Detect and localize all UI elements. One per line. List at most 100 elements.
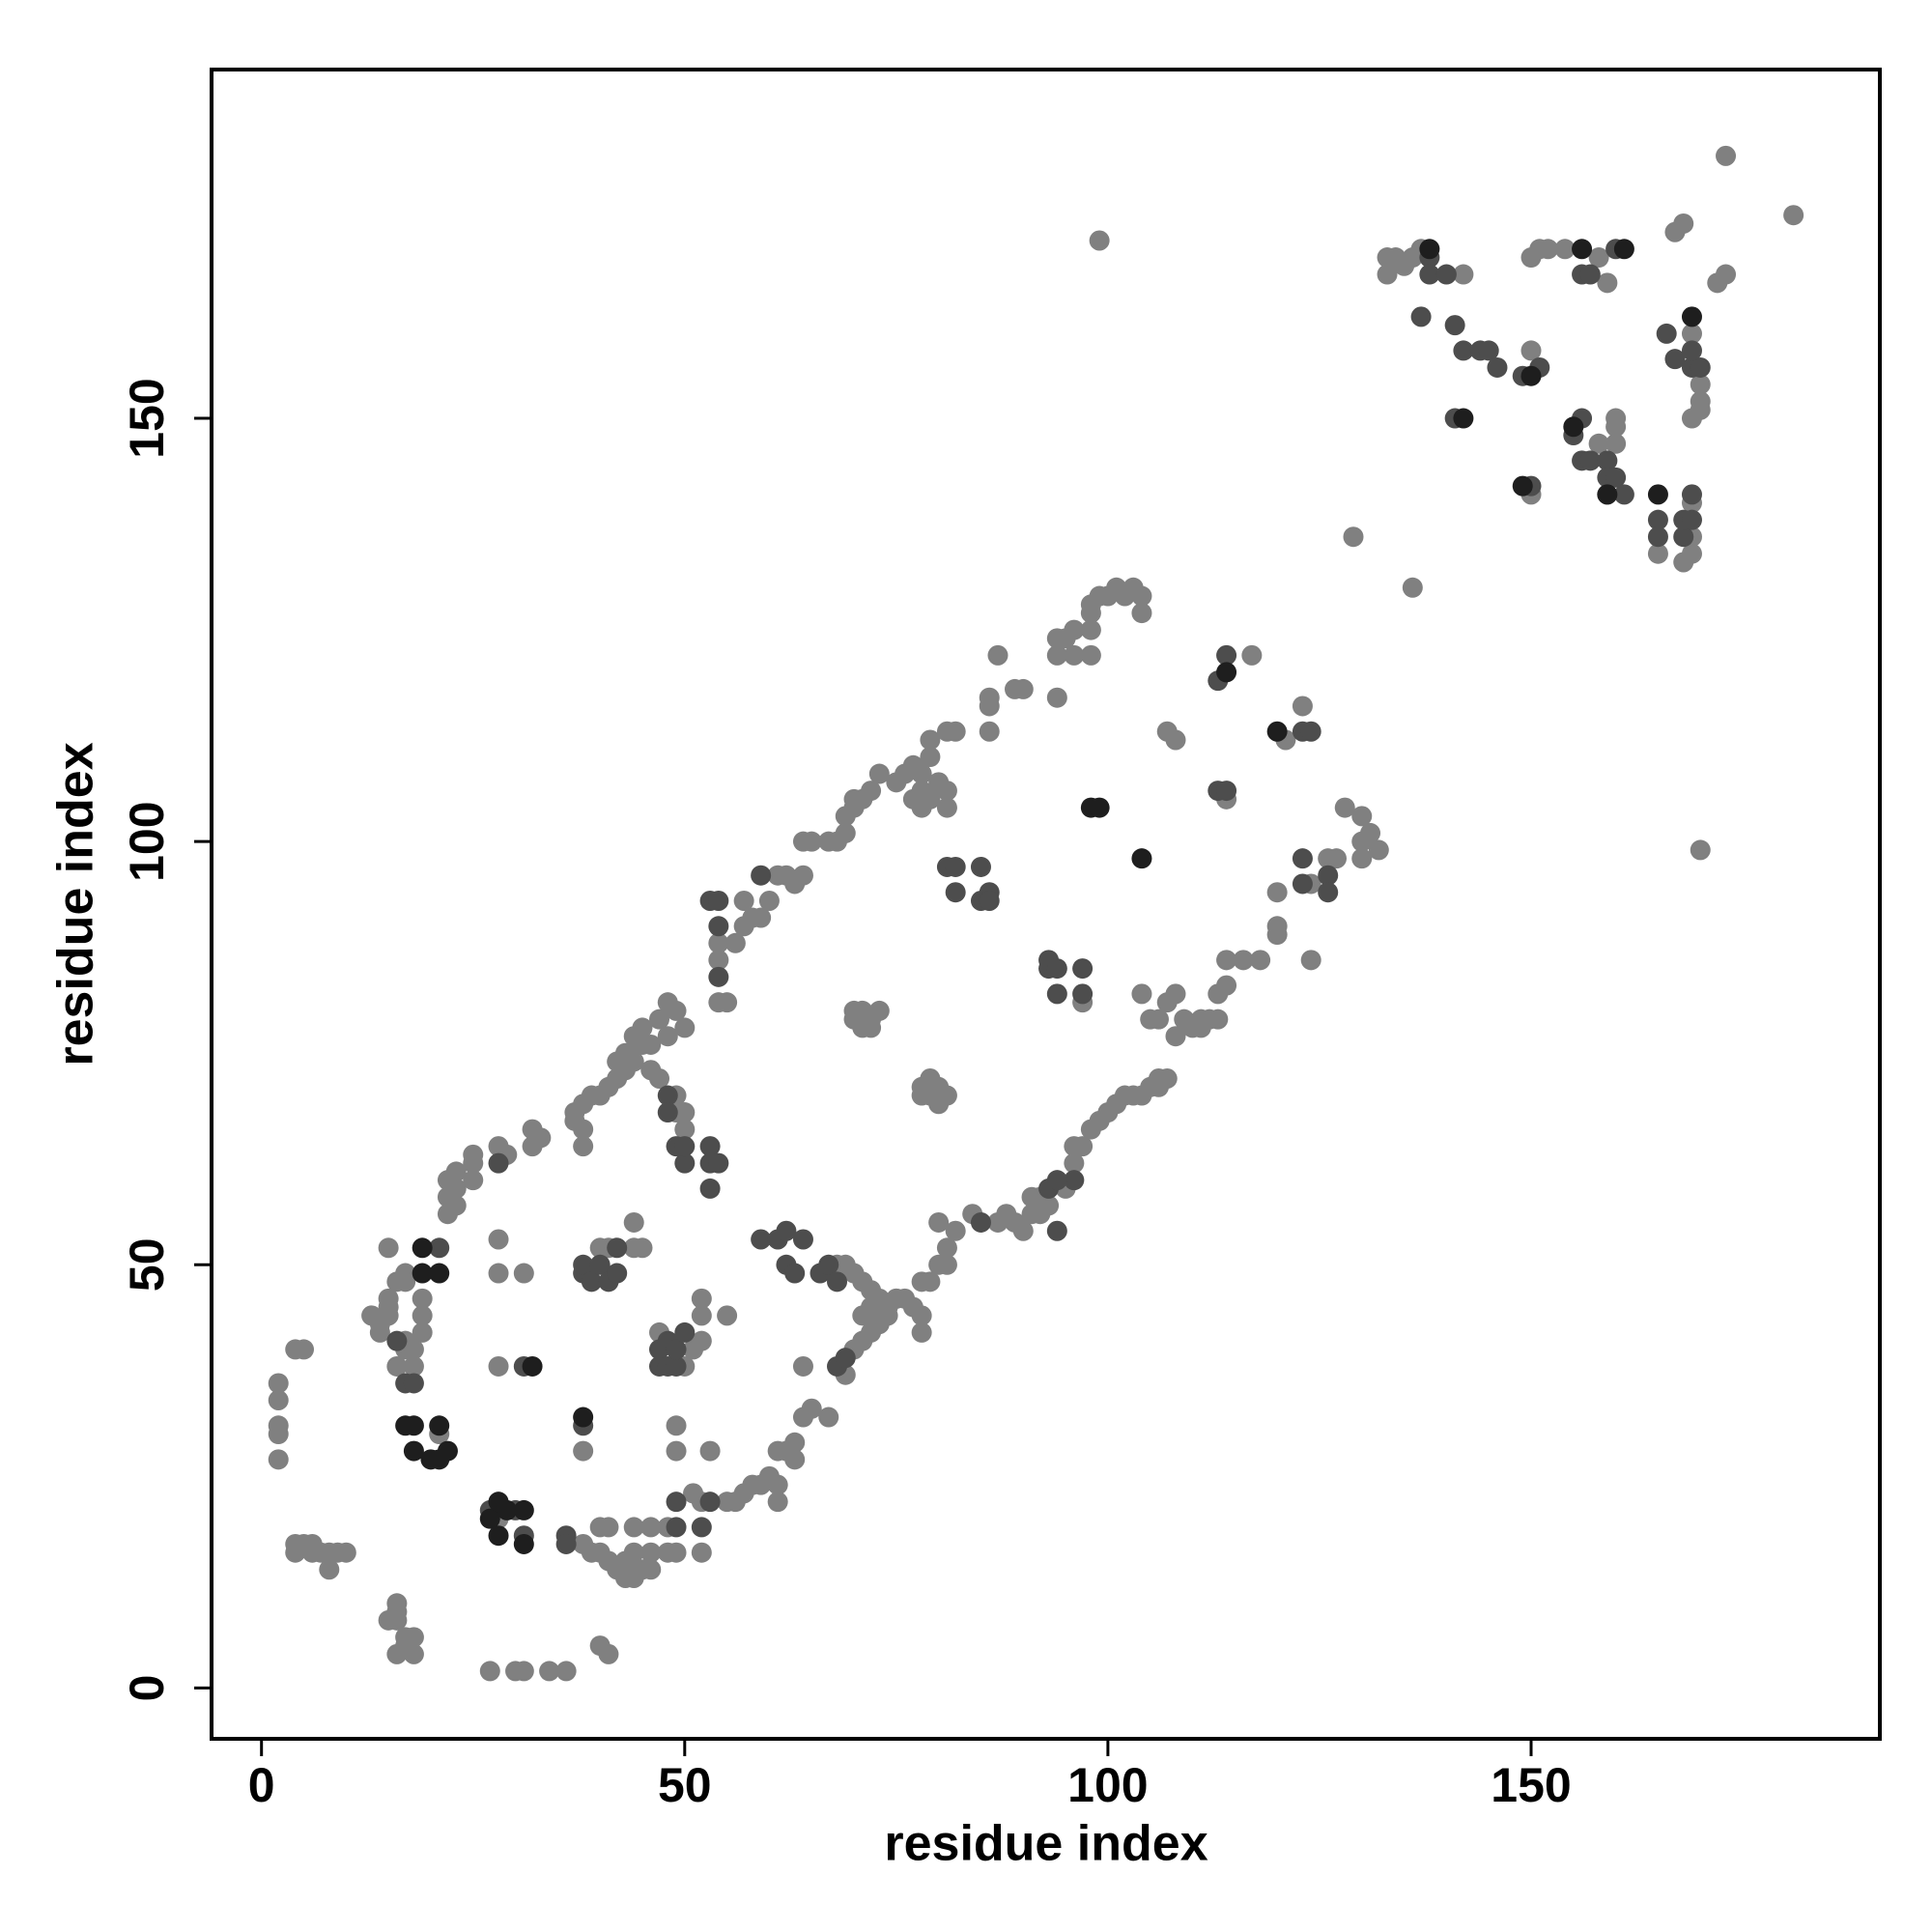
point bbox=[751, 1229, 772, 1250]
point bbox=[268, 1449, 289, 1470]
point bbox=[386, 1355, 408, 1377]
point bbox=[827, 1271, 848, 1293]
point bbox=[987, 644, 1009, 666]
point bbox=[708, 950, 729, 971]
point bbox=[1131, 585, 1152, 607]
point bbox=[911, 1085, 932, 1106]
point bbox=[445, 1195, 467, 1216]
point bbox=[1216, 975, 1237, 996]
point bbox=[607, 1237, 628, 1259]
point bbox=[623, 1517, 644, 1538]
point bbox=[1046, 983, 1067, 1005]
point bbox=[1377, 264, 1398, 285]
point bbox=[1681, 509, 1702, 530]
point bbox=[657, 1026, 678, 1047]
point bbox=[945, 721, 966, 742]
point bbox=[868, 1288, 890, 1309]
point bbox=[1673, 552, 1694, 573]
point bbox=[936, 781, 957, 802]
point bbox=[1647, 543, 1668, 564]
point bbox=[1216, 950, 1237, 971]
point bbox=[1690, 374, 1711, 395]
point bbox=[488, 1525, 509, 1547]
point bbox=[1419, 239, 1440, 260]
point bbox=[513, 1661, 534, 1682]
point bbox=[1072, 1136, 1094, 1157]
point bbox=[463, 1144, 484, 1165]
point bbox=[403, 1373, 424, 1394]
point bbox=[1716, 264, 1737, 285]
point bbox=[1690, 839, 1711, 861]
point bbox=[1064, 1152, 1085, 1174]
point bbox=[1233, 950, 1254, 971]
point bbox=[403, 1339, 424, 1360]
point bbox=[666, 1339, 687, 1360]
point bbox=[1613, 484, 1634, 505]
point bbox=[1360, 822, 1381, 843]
point bbox=[699, 1178, 721, 1199]
point bbox=[1783, 205, 1804, 226]
point bbox=[717, 1305, 738, 1326]
point bbox=[1064, 619, 1085, 640]
point bbox=[335, 1542, 356, 1563]
point bbox=[437, 1440, 458, 1462]
point bbox=[403, 1415, 424, 1436]
point bbox=[1046, 958, 1067, 980]
point bbox=[1216, 662, 1237, 683]
point bbox=[1165, 983, 1186, 1005]
point bbox=[758, 890, 780, 911]
plot-frame bbox=[210, 68, 1882, 1741]
point bbox=[1131, 848, 1152, 869]
point bbox=[920, 1271, 941, 1293]
point bbox=[598, 1517, 619, 1538]
point bbox=[936, 1237, 957, 1259]
point bbox=[268, 1415, 289, 1436]
point bbox=[1681, 306, 1702, 327]
point bbox=[445, 1178, 467, 1199]
point bbox=[488, 1229, 509, 1250]
point bbox=[674, 1102, 696, 1123]
point bbox=[429, 1415, 450, 1436]
point bbox=[936, 1085, 957, 1106]
y-tick-label: 50 bbox=[120, 1237, 174, 1292]
point bbox=[1520, 340, 1542, 361]
point bbox=[792, 865, 813, 886]
point bbox=[674, 1119, 696, 1140]
point bbox=[1588, 433, 1609, 454]
point bbox=[513, 1499, 534, 1520]
point bbox=[573, 1119, 594, 1140]
point bbox=[1156, 1068, 1178, 1090]
point bbox=[623, 1211, 644, 1233]
point bbox=[911, 1321, 932, 1343]
point bbox=[1208, 1009, 1229, 1030]
point bbox=[607, 1263, 628, 1284]
point bbox=[1046, 1170, 1067, 1191]
y-tick-label: 0 bbox=[120, 1675, 174, 1702]
point bbox=[945, 1220, 966, 1241]
point bbox=[1325, 848, 1347, 869]
point bbox=[1681, 323, 1702, 344]
point bbox=[1216, 781, 1237, 802]
point bbox=[1605, 433, 1627, 454]
point bbox=[699, 1136, 721, 1157]
point bbox=[1597, 484, 1618, 505]
point bbox=[1554, 239, 1576, 260]
point bbox=[1072, 958, 1094, 980]
point bbox=[1046, 687, 1067, 708]
point bbox=[1478, 340, 1499, 361]
point bbox=[674, 1017, 696, 1038]
point bbox=[708, 890, 729, 911]
point bbox=[1647, 484, 1668, 505]
point bbox=[294, 1339, 315, 1360]
point bbox=[1089, 797, 1110, 818]
point bbox=[1656, 323, 1677, 344]
point bbox=[555, 1533, 577, 1554]
point bbox=[403, 1440, 424, 1462]
x-tick-label: 100 bbox=[1067, 1758, 1148, 1812]
point bbox=[488, 1263, 509, 1284]
point bbox=[1435, 264, 1457, 285]
point bbox=[784, 1449, 806, 1470]
point bbox=[1444, 315, 1465, 336]
